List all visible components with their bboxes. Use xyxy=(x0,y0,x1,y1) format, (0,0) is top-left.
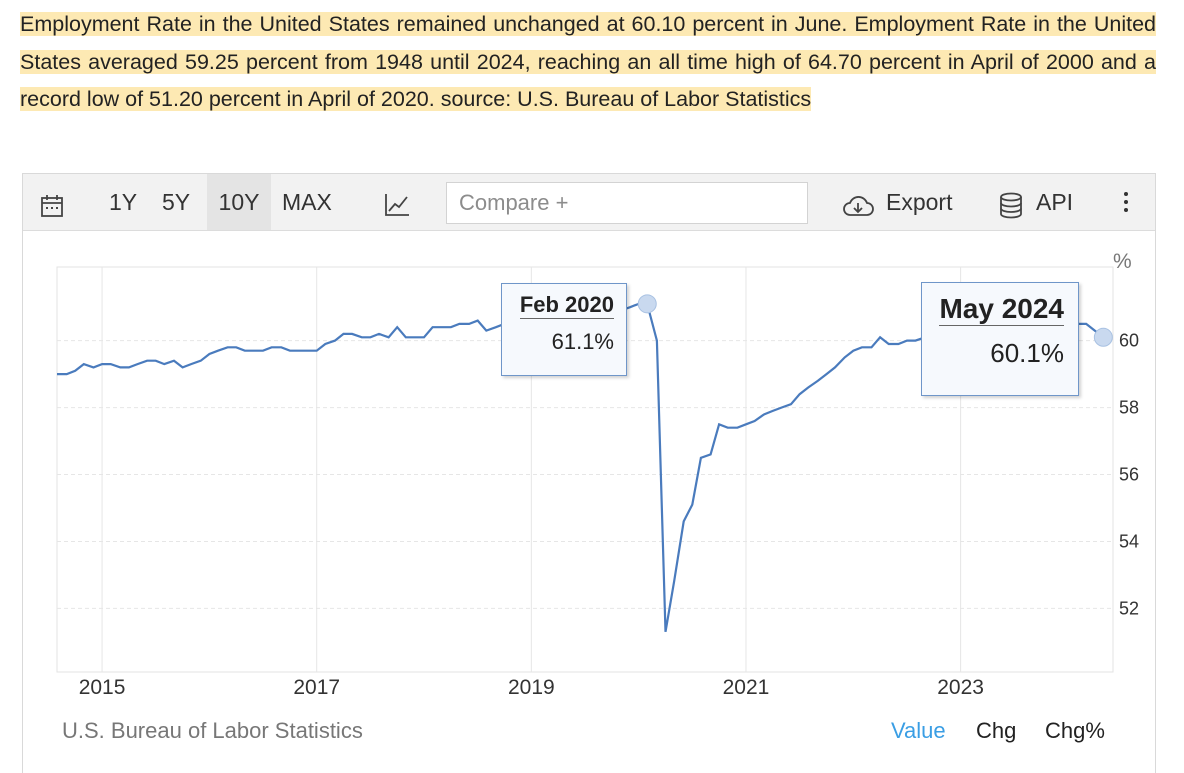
y-axis-unit: % xyxy=(1113,250,1132,273)
highlight-point xyxy=(1093,327,1113,347)
tooltip-may-2024: May 2024 60.1% xyxy=(921,282,1079,396)
range-max-button[interactable]: MAX xyxy=(282,189,332,215)
api-button[interactable]: API xyxy=(1036,189,1074,215)
cloud-download-icon[interactable] xyxy=(841,194,875,223)
chg-button[interactable]: Chg xyxy=(976,718,1017,743)
highlight-point xyxy=(637,294,657,314)
y-tick-label: 52 xyxy=(1119,598,1139,618)
plot-frame xyxy=(56,266,1114,673)
range-10y-button[interactable]: 10Y xyxy=(207,174,271,230)
x-tick-label: 2015 xyxy=(79,676,126,699)
x-tick-label: 2021 xyxy=(723,676,770,699)
calendar-icon[interactable] xyxy=(39,193,65,224)
tooltip-date: Feb 2020 xyxy=(519,292,614,319)
x-tick-label: 2023 xyxy=(937,676,984,699)
x-tick-label: 2019 xyxy=(508,676,555,699)
value-button[interactable]: Value xyxy=(891,718,946,743)
x-tick-label: 2017 xyxy=(293,676,340,699)
summary-highlight: Employment Rate in the United States rem… xyxy=(20,12,1156,111)
tooltip-feb-2020: Feb 2020 61.1% xyxy=(501,283,627,376)
summary-text: Employment Rate in the United States rem… xyxy=(20,6,1156,119)
chart-type-icon[interactable] xyxy=(383,192,411,223)
y-tick-label: 58 xyxy=(1119,398,1139,418)
compare-input[interactable] xyxy=(446,182,808,224)
chart-source[interactable]: U.S. Bureau of Labor Statistics xyxy=(62,718,363,743)
tooltip-value: 61.1% xyxy=(551,329,614,354)
y-tick-label: 60 xyxy=(1119,331,1139,351)
y-tick-label: 54 xyxy=(1119,531,1139,551)
x-axis-ticks: 2015 2017 2019 2021 2023 xyxy=(79,676,984,699)
highlight-markers xyxy=(637,294,1113,347)
chart-toolbar: 1Y 5Y 10Y MAX Export API xyxy=(23,174,1155,231)
export-button[interactable]: Export xyxy=(886,189,953,215)
chart-panel: 1Y 5Y 10Y MAX Export API 52 54 56 58 60 2015… xyxy=(22,173,1156,773)
y-tick-label: 56 xyxy=(1119,465,1139,485)
more-options-icon[interactable] xyxy=(1124,192,1130,216)
tooltip-value: 60.1% xyxy=(990,338,1064,368)
range-1y-button[interactable]: 1Y xyxy=(109,189,138,215)
chg-percent-button[interactable]: Chg% xyxy=(1045,718,1105,743)
tooltip-date: May 2024 xyxy=(939,293,1064,326)
line-chart: 52 54 56 58 60 2015 2017 2019 2021 2023 % xyxy=(56,250,1139,699)
database-icon[interactable] xyxy=(999,192,1023,225)
y-axis-ticks: 52 54 56 58 60 xyxy=(1119,331,1139,619)
range-5y-button[interactable]: 5Y xyxy=(162,189,191,215)
